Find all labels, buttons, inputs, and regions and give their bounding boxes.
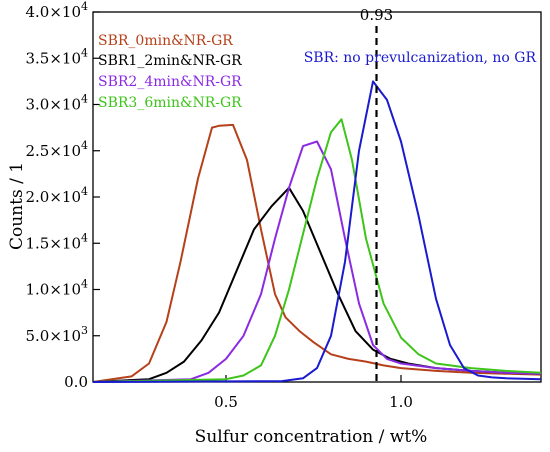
x-axis-title: Sulfur concentration / wt%: [195, 427, 428, 447]
series-line-0: [92, 123, 542, 383]
x-tick-label: 1.0: [389, 393, 413, 411]
annotation-layer: 0.93: [360, 6, 393, 382]
legend-entry-1: SBR1_2min&NR-GR: [98, 53, 242, 69]
legend-entry-3: SBR3_6min&NR-GR: [98, 95, 242, 111]
y-tick-label: 5.0×103: [25, 324, 88, 345]
legend-entry-2: SBR2_4min&NR-GR: [98, 74, 242, 90]
legend-entry-4: SBR: no prevulcanization, no GR: [304, 50, 537, 66]
reference-line-label: 0.93: [360, 6, 393, 24]
series-line-1: [92, 186, 542, 383]
series-line-3: [92, 118, 542, 383]
y-tick-label: 2.0×104: [25, 185, 88, 206]
y-tick-label: 3.0×104: [25, 93, 88, 114]
y-tick-label: 3.5×104: [25, 46, 88, 67]
y-tick-label: 0.0: [64, 373, 88, 391]
y-tick-label: 1.0×104: [25, 278, 88, 299]
y-tick-label: 4.0×104: [25, 0, 88, 21]
y-axis-title: Counts / 1: [7, 162, 27, 250]
y-tick-label: 1.5×104: [25, 231, 88, 252]
axes-layer: 0.5 1.0 0.0 5.0×103 1.0×104 1.5×104 2.0×104 2.5…: [25, 0, 542, 411]
series-layer: [92, 80, 542, 383]
legend: SBR_0min&NR-GR SBR1_2min&NR-GR SBR2_4min&N…: [98, 33, 536, 111]
x-tick-label: 0.5: [214, 393, 238, 411]
y-tick-label: 2.5×104: [25, 139, 88, 160]
series-line-4: [92, 80, 542, 383]
legend-entry-0: SBR_0min&NR-GR: [98, 33, 233, 49]
